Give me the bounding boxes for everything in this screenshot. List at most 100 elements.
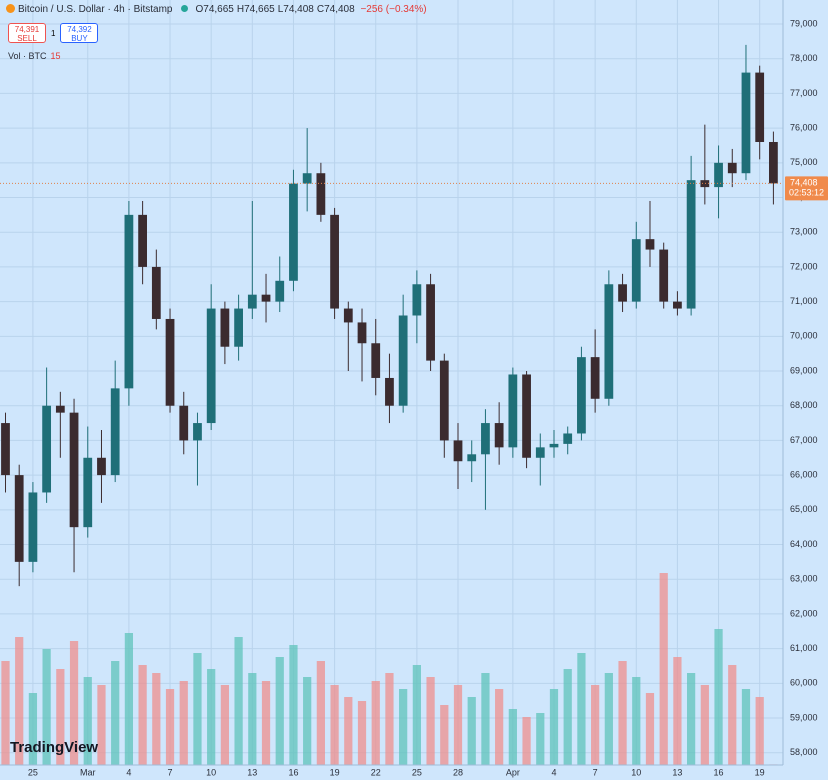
volume-bar	[508, 709, 517, 765]
volume-bar	[316, 661, 325, 765]
x-tick-label: 10	[206, 767, 216, 777]
volume-bar	[385, 673, 394, 765]
candle-body	[275, 280, 285, 302]
volume-bar	[632, 677, 641, 765]
y-tick-label: 64,000	[790, 539, 818, 549]
volume-bar	[755, 697, 764, 765]
brand-text: TradingView	[10, 739, 99, 756]
x-tick-label: 28	[453, 767, 463, 777]
y-tick-label: 66,000	[790, 469, 818, 479]
candle-body	[453, 440, 463, 462]
candle-body	[549, 443, 559, 448]
volume-bar	[495, 689, 504, 765]
x-tick-label: Apr	[506, 767, 520, 777]
volume-bar	[645, 693, 655, 765]
x-tick-label: 4	[126, 767, 131, 777]
ohlc-key: O	[195, 4, 204, 15]
volume-bar	[673, 657, 682, 765]
sell-button[interactable]: 74,391 SELL	[8, 23, 46, 43]
buy-label: BUY	[71, 34, 88, 43]
volume-bar	[563, 669, 572, 765]
candle-body	[357, 322, 367, 344]
brand-logo[interactable]: TradingView	[10, 739, 98, 756]
volume-bar	[604, 673, 613, 765]
candle-body	[398, 315, 408, 406]
candle-body	[28, 492, 38, 562]
y-tick-label: 69,000	[790, 365, 818, 375]
candle-body	[439, 360, 449, 441]
volume-bar	[371, 681, 380, 765]
volume-bar	[138, 665, 147, 765]
x-tick-label: 7	[168, 767, 173, 777]
volume-bar	[330, 685, 339, 765]
candle-body	[151, 266, 161, 319]
y-tick-label: 60,000	[790, 678, 818, 688]
y-tick-label: 67,000	[790, 435, 818, 445]
candle-body	[261, 294, 271, 302]
volume-bar	[303, 677, 312, 765]
sell-price: 74,391	[14, 25, 40, 34]
sell-label: SELL	[17, 34, 37, 43]
y-tick-label: 58,000	[790, 747, 818, 757]
volume-bar	[549, 689, 559, 765]
volume-bar	[275, 657, 284, 765]
candle-body	[659, 249, 669, 302]
volume-bar	[207, 669, 216, 765]
volume-bar	[659, 573, 668, 765]
candle-body	[467, 454, 477, 462]
y-tick-label: 62,000	[790, 608, 818, 618]
candle-body	[577, 357, 586, 434]
candle-body	[289, 183, 298, 281]
candle-body	[494, 423, 504, 448]
live-dot	[180, 5, 188, 12]
candle-body	[124, 214, 134, 389]
volume-legend: Vol · BTC 15	[8, 51, 61, 61]
candle-body	[55, 405, 65, 413]
volume-bar	[426, 677, 435, 765]
countdown-label: 02:53:12	[789, 188, 824, 198]
volume-bar	[591, 685, 600, 765]
x-tick-label: 19	[755, 767, 765, 777]
volume-bar	[69, 641, 79, 765]
x-tick-label: 10	[631, 767, 641, 777]
candle-body	[220, 308, 230, 347]
x-tick-label: 13	[672, 767, 682, 777]
volume-bar	[741, 689, 751, 765]
last-price-label: 74,408	[790, 178, 818, 188]
volume-bar	[687, 673, 696, 765]
y-tick-label: 72,000	[790, 261, 818, 271]
candle-body	[138, 214, 148, 267]
candle-body	[110, 388, 120, 476]
x-tick-label: 4	[551, 767, 556, 777]
volume-bar	[193, 653, 202, 765]
legend-header: Bitcoin / U.S. Dollar · 4h · Bitstamp O74…	[6, 4, 427, 15]
candle-body	[316, 173, 326, 215]
x-tick-label: 7	[593, 767, 598, 777]
candle-body	[83, 457, 93, 528]
candle-body	[193, 423, 202, 441]
volume-bar	[42, 649, 51, 765]
ohlc-key: C	[316, 4, 325, 15]
spread: 1	[51, 28, 56, 38]
candle-body	[741, 72, 751, 174]
candle-body	[97, 457, 106, 476]
y-tick-label: 68,000	[790, 400, 818, 410]
buy-button[interactable]: 74,392 BUY	[60, 23, 99, 43]
volume-bar	[440, 705, 449, 765]
volume-last: 15	[50, 51, 61, 61]
buy-price: 74,392	[67, 25, 92, 34]
volume-bar	[357, 701, 367, 765]
volume-bar	[289, 645, 298, 765]
volume-bar	[1, 661, 10, 765]
x-tick-label: 22	[371, 767, 381, 777]
volume-bar	[522, 717, 531, 765]
candle-body	[412, 284, 422, 316]
ohlc-key: H	[236, 4, 245, 15]
volume-bar	[248, 673, 257, 765]
x-tick-label: 19	[330, 767, 340, 777]
y-tick-label: 73,000	[790, 227, 818, 237]
candle-body	[206, 308, 216, 424]
